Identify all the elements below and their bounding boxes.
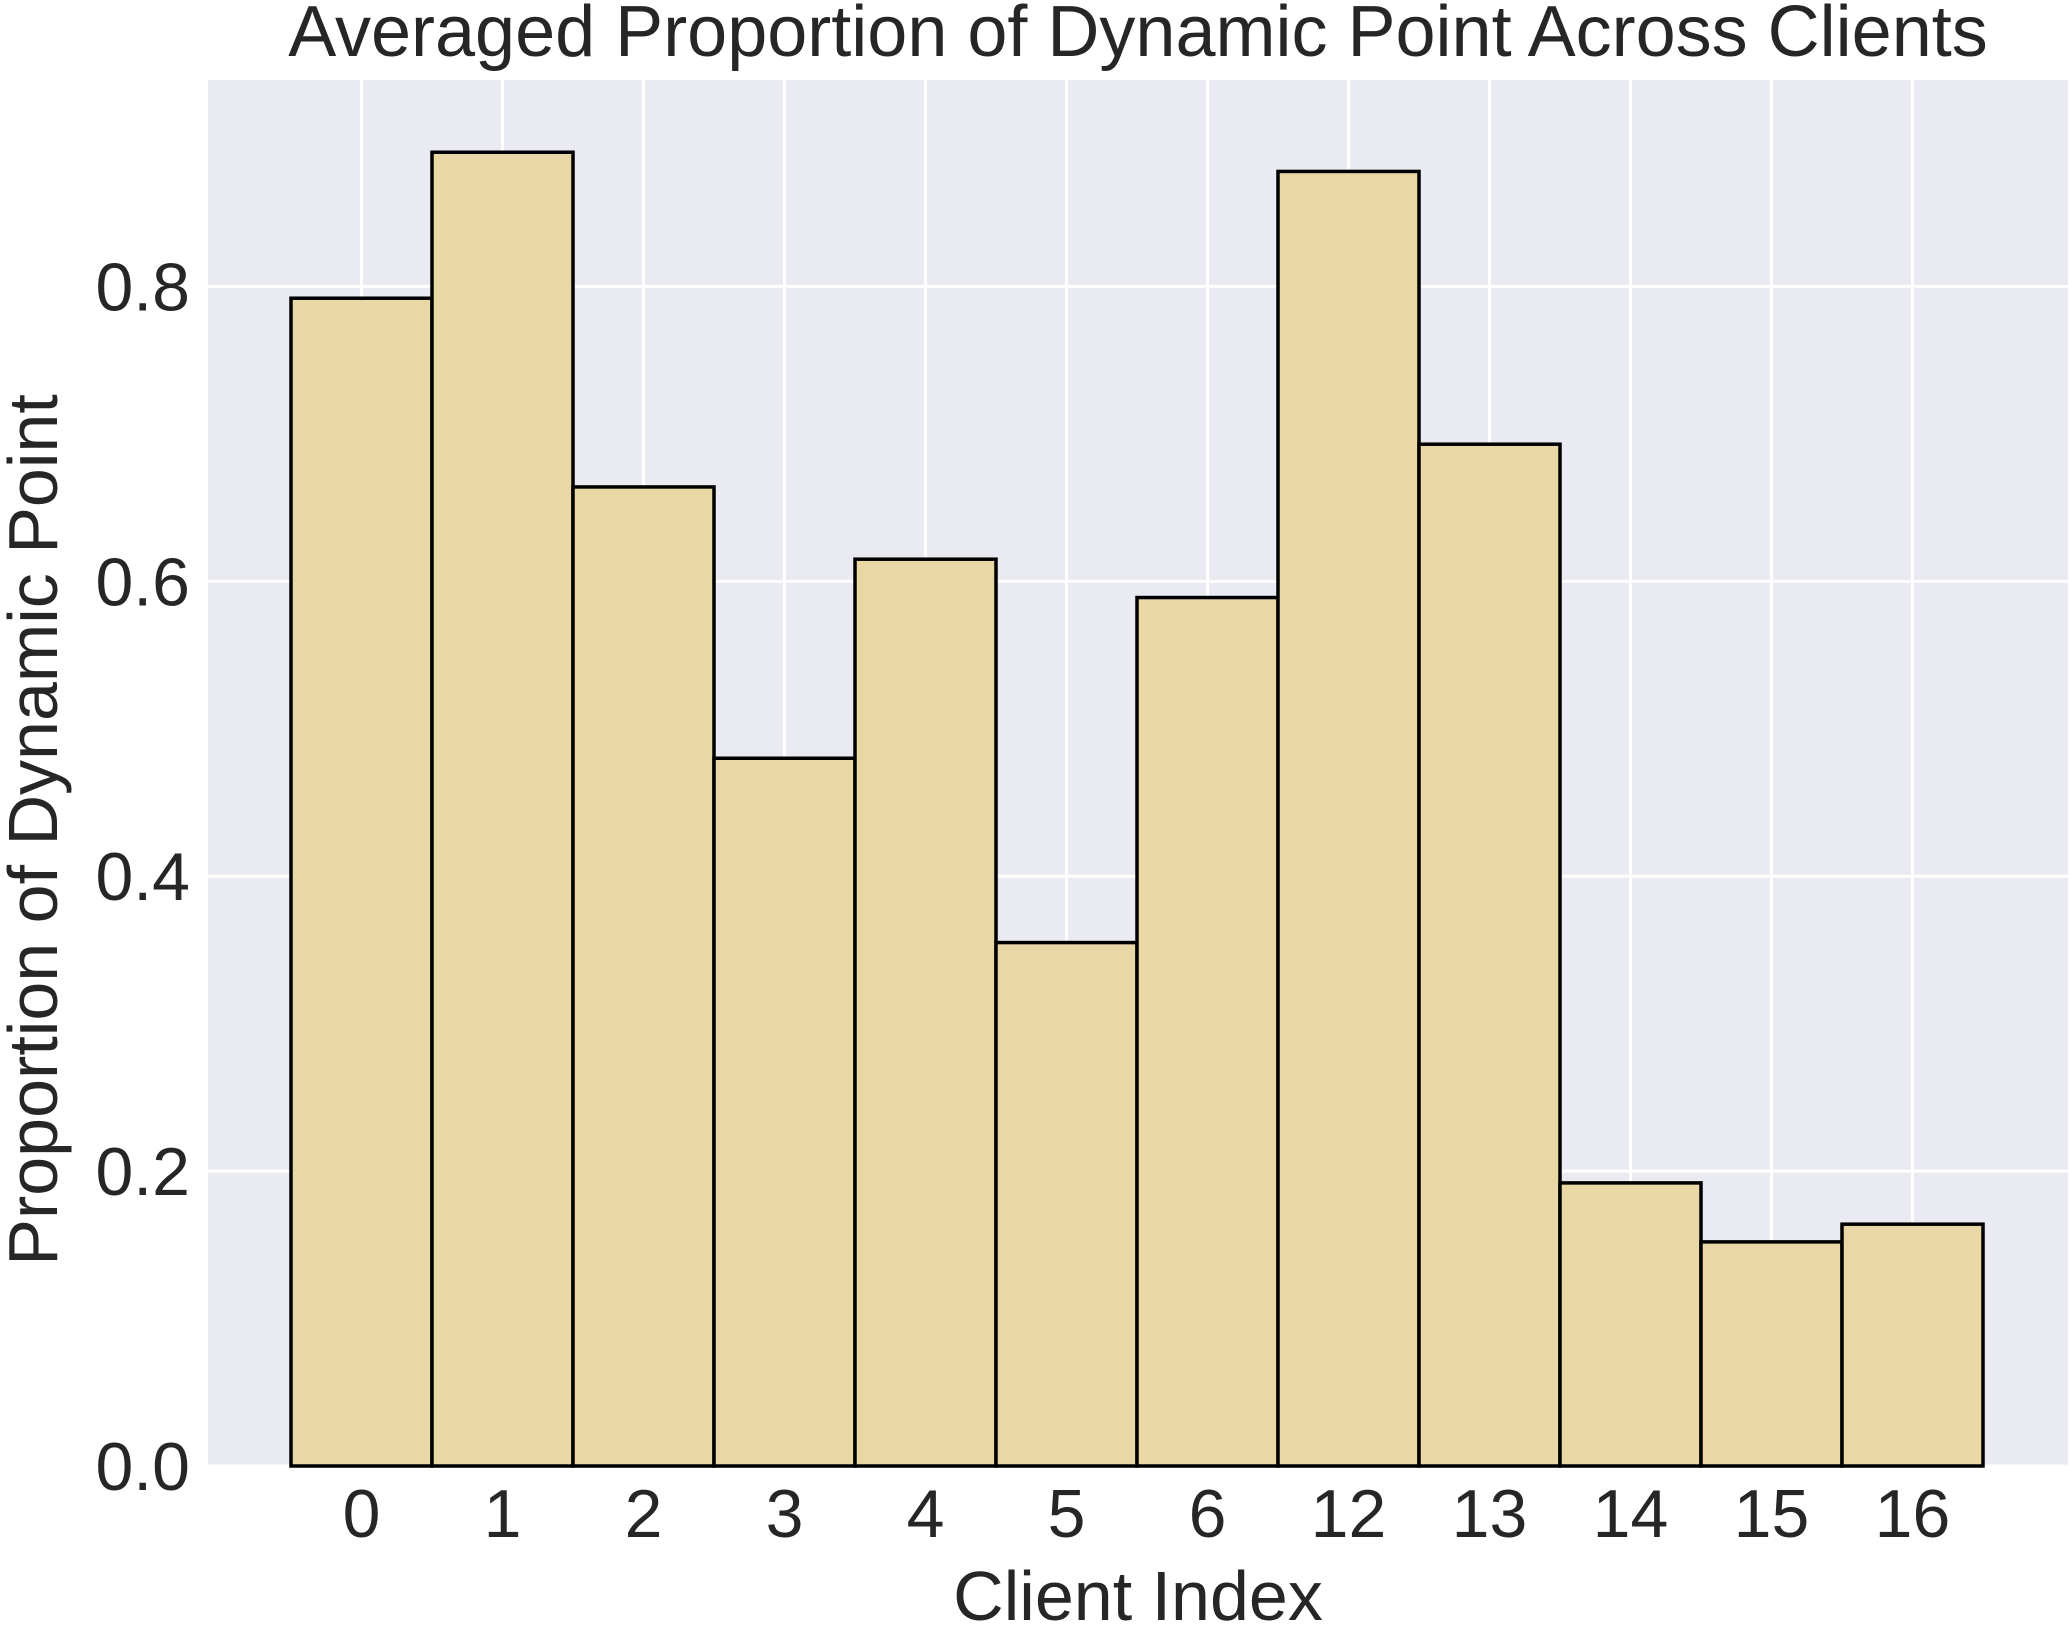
bar-client-15 [1699, 1240, 1844, 1468]
bar-client-1 [430, 150, 575, 1468]
y-tick-label: 0.4 [95, 839, 190, 915]
x-axis-ticks: 0 1 2 3 4 5 6 12 13 14 15 16 [343, 1476, 1951, 1552]
y-tick-label: 0.6 [95, 544, 190, 620]
y-tick-label: 0.0 [95, 1429, 190, 1505]
y-tick-label: 0.8 [95, 249, 190, 325]
y-axis-label: Proportion of Dynamic Point [0, 394, 72, 1266]
bars [289, 150, 1985, 1468]
bar-client-16 [1840, 1222, 1985, 1468]
bar-client-4 [853, 557, 998, 1468]
bar-client-2 [571, 485, 716, 1468]
bar-client-6 [1135, 595, 1280, 1468]
chart-title: Averaged Proportion of Dynamic Point Acr… [288, 0, 1988, 72]
y-axis-ticks: 0.0 0.2 0.4 0.6 0.8 [95, 249, 190, 1505]
x-tick-label: 0 [343, 1476, 381, 1552]
bar-client-3 [712, 756, 857, 1468]
x-tick-label: 6 [1189, 1476, 1227, 1552]
x-tick-label: 13 [1452, 1476, 1528, 1552]
bar-client-14 [1558, 1181, 1703, 1468]
y-tick-label: 0.2 [95, 1134, 190, 1210]
bar-client-12 [1276, 169, 1421, 1468]
x-axis-label: Client Index [953, 1557, 1323, 1635]
x-tick-label: 2 [625, 1476, 663, 1552]
x-tick-label: 4 [907, 1476, 945, 1552]
bar-client-13 [1417, 442, 1562, 1468]
x-tick-label: 16 [1875, 1476, 1951, 1552]
bar-client-0 [289, 296, 434, 1468]
x-tick-label: 12 [1311, 1476, 1387, 1552]
x-tick-label: 3 [766, 1476, 804, 1552]
x-tick-label: 1 [484, 1476, 522, 1552]
x-tick-label: 15 [1734, 1476, 1810, 1552]
x-tick-label: 5 [1048, 1476, 1086, 1552]
bar-client-5 [994, 940, 1139, 1468]
x-tick-label: 14 [1593, 1476, 1669, 1552]
